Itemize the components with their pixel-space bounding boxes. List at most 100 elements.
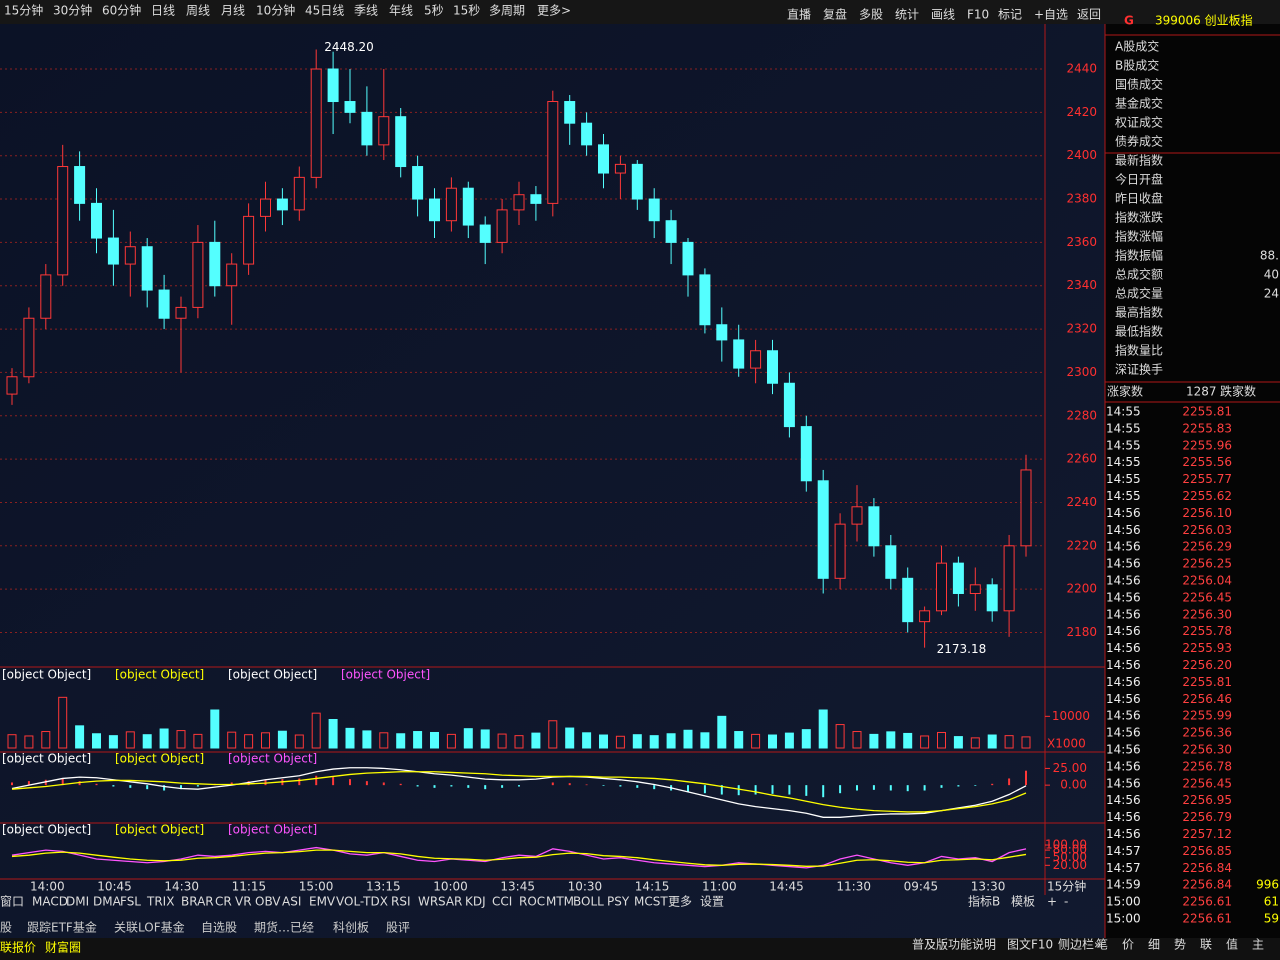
volume-bar <box>294 734 304 749</box>
field-label: 国债成交 <box>1115 77 1163 92</box>
tool-button[interactable]: 直播 <box>787 8 811 22</box>
status-link[interactable]: 图文F10 <box>1007 937 1053 952</box>
indicator-tab[interactable]: PSY <box>607 895 630 909</box>
bottom-tab[interactable]: 期货…已经 <box>254 920 314 935</box>
indicator-tab[interactable]: ROC <box>519 895 545 909</box>
period-tab[interactable]: 多周期 <box>489 4 525 18</box>
status-link[interactable]: 财富圈 <box>45 940 81 955</box>
indicator-tool[interactable]: 模板 <box>1011 895 1035 909</box>
field-value: 88. <box>1260 249 1279 263</box>
tool-button[interactable]: 返回 <box>1077 8 1101 22</box>
indicator-tool[interactable]: + <box>1047 895 1057 909</box>
volume-tick-label: 10000 <box>1052 709 1090 723</box>
indicator-tab[interactable]: MTM <box>546 895 574 909</box>
indicator-tab[interactable]: MCST <box>634 895 668 909</box>
indicator-tab[interactable]: WR <box>418 895 438 909</box>
quote-title: 399006 创业板指 <box>1155 13 1253 28</box>
period-tab[interactable]: 月线 <box>221 4 245 18</box>
candle-body <box>412 166 424 200</box>
period-tab[interactable]: 周线 <box>186 4 210 18</box>
macd-legend: [object Object] <box>228 752 317 766</box>
status-tool[interactable]: 值 <box>1226 937 1238 952</box>
indicator-tool[interactable]: 指标B <box>968 894 1000 909</box>
indicator-tab[interactable]: 设置 <box>700 895 724 909</box>
candle-body <box>716 324 728 341</box>
tool-button[interactable]: F10 <box>967 8 989 22</box>
volume-bar <box>683 729 693 749</box>
trade-price: 2256.25 <box>1182 557 1232 571</box>
indicator-tab[interactable]: ASI <box>282 895 301 909</box>
time-label: 10:45 <box>97 880 132 894</box>
period-tab[interactable]: 10分钟 <box>256 3 295 18</box>
bottom-tab[interactable]: 跟踪ETF基金 <box>27 920 97 935</box>
period-tab[interactable]: 更多> <box>537 4 571 18</box>
indicator-tab[interactable]: DMI <box>66 895 89 909</box>
indicator-tab[interactable]: SAR <box>438 895 462 909</box>
period-tab[interactable]: 60分钟 <box>102 3 141 18</box>
period-tab[interactable]: 30分钟 <box>53 3 92 18</box>
status-link[interactable]: 普及版功能说明 <box>912 937 996 952</box>
trade-volume: 996 <box>1256 878 1279 892</box>
tool-button[interactable]: 多股 <box>859 8 883 22</box>
candle-body <box>226 263 238 287</box>
status-tool[interactable]: 笔 <box>1096 937 1108 952</box>
period-tab[interactable]: 日线 <box>151 4 175 18</box>
trade-price: 2256.45 <box>1182 776 1232 790</box>
period-tab[interactable]: 15秒 <box>453 4 480 18</box>
indicator-tab[interactable]: OBV <box>255 895 281 909</box>
period-tab[interactable]: 15分钟 <box>4 3 43 18</box>
indicator-tool[interactable]: - <box>1064 895 1068 909</box>
volume-bar <box>193 733 203 749</box>
bottom-tab[interactable]: 股 <box>0 921 12 935</box>
bottom-tab[interactable]: 科创板 <box>333 921 369 935</box>
panel-borders <box>0 24 1280 938</box>
status-tool[interactable]: 主 <box>1252 938 1264 952</box>
indicator-tab[interactable]: 更多 <box>668 895 692 909</box>
status-tool[interactable]: 细 <box>1148 938 1160 952</box>
period-tab[interactable]: 5秒 <box>424 4 444 18</box>
candle-body <box>699 274 711 326</box>
indicator-tab[interactable]: RSI <box>391 895 411 909</box>
indicator-tab[interactable]: BRAR <box>181 895 214 909</box>
bottom-tab[interactable]: 关联LOF基金 <box>114 920 185 935</box>
field-label: 最低指数 <box>1115 324 1163 339</box>
bottom-tab[interactable]: 自选股 <box>201 921 237 935</box>
indicator-tab[interactable]: DMA <box>93 895 122 909</box>
period-tab[interactable]: 季线 <box>354 4 378 18</box>
status-link[interactable]: 侧边栏» <box>1058 937 1101 952</box>
indicator-tab[interactable]: MACD <box>32 895 68 909</box>
indicator-tab[interactable]: CCI <box>492 895 512 909</box>
volume-bar <box>920 735 930 749</box>
tool-button[interactable]: 复盘 <box>823 7 847 22</box>
period-tab[interactable]: 45日线 <box>305 4 344 18</box>
indicator-tab[interactable]: EMV <box>309 895 336 909</box>
indicator-tab[interactable]: VOL-TDX <box>336 895 388 909</box>
volume-bar <box>446 733 456 749</box>
indicator-tab[interactable]: KDJ <box>465 895 486 909</box>
tick-label: 25.00 <box>1053 761 1087 775</box>
tool-button[interactable]: +自选 <box>1034 8 1068 22</box>
status-link[interactable]: 联报价 <box>0 940 36 955</box>
candle-body <box>750 350 762 369</box>
indicator-tab[interactable]: BOLL <box>573 895 604 909</box>
indicator-tab[interactable]: VR <box>235 895 252 909</box>
time-label: 09:45 <box>904 880 939 894</box>
indicator-tab[interactable]: TRIX <box>146 895 174 909</box>
period-tab[interactable]: 年线 <box>389 4 413 18</box>
status-tool[interactable]: 联 <box>1200 938 1212 952</box>
price-tick-label: 2220 <box>1066 538 1097 552</box>
candle-body <box>445 187 457 222</box>
candle-body <box>513 194 525 211</box>
status-tool[interactable]: 势 <box>1174 938 1186 952</box>
tool-button[interactable]: 统计 <box>895 8 919 22</box>
status-tool[interactable]: 价 <box>1122 938 1134 952</box>
tool-button[interactable]: 画线 <box>931 8 955 22</box>
candle-body <box>192 241 204 308</box>
tool-button[interactable]: 标记 <box>998 8 1022 22</box>
field-label: 今日开盘 <box>1115 172 1163 187</box>
bottom-tab[interactable]: 股评 <box>386 921 410 935</box>
indicator-tab[interactable]: CR <box>215 895 232 909</box>
indicator-tab[interactable]: 窗口 <box>0 895 24 909</box>
indicator-tab[interactable]: FSL <box>120 895 141 909</box>
volume-bar <box>835 724 845 749</box>
